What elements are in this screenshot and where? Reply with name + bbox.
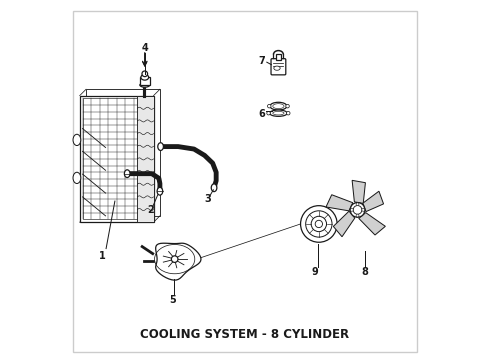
- Text: 3: 3: [205, 194, 212, 204]
- Text: 1: 1: [99, 251, 106, 261]
- Bar: [86, 89, 160, 216]
- Polygon shape: [359, 213, 385, 235]
- Circle shape: [353, 206, 362, 214]
- Bar: [80, 96, 153, 222]
- Bar: [140, 77, 150, 85]
- Ellipse shape: [273, 104, 284, 109]
- Ellipse shape: [73, 172, 81, 184]
- Circle shape: [350, 203, 365, 217]
- FancyBboxPatch shape: [271, 59, 286, 75]
- Circle shape: [142, 71, 147, 77]
- Circle shape: [356, 214, 359, 217]
- Circle shape: [350, 208, 353, 211]
- Circle shape: [315, 220, 322, 228]
- Ellipse shape: [274, 66, 280, 70]
- Polygon shape: [156, 243, 201, 280]
- Polygon shape: [352, 180, 366, 203]
- Ellipse shape: [124, 170, 130, 177]
- Text: 6: 6: [259, 109, 265, 119]
- Circle shape: [172, 256, 178, 262]
- Text: 2: 2: [147, 205, 154, 215]
- Text: 4: 4: [142, 43, 148, 53]
- Circle shape: [362, 208, 365, 211]
- Text: COOLING SYSTEM - 8 CYLINDER: COOLING SYSTEM - 8 CYLINDER: [141, 328, 349, 341]
- Ellipse shape: [270, 102, 287, 110]
- Ellipse shape: [273, 112, 284, 115]
- Ellipse shape: [267, 112, 270, 115]
- Ellipse shape: [157, 188, 163, 195]
- Ellipse shape: [268, 104, 271, 108]
- Polygon shape: [333, 211, 355, 237]
- Ellipse shape: [270, 110, 287, 116]
- Polygon shape: [326, 195, 353, 211]
- Ellipse shape: [287, 112, 290, 115]
- Circle shape: [311, 216, 326, 231]
- Text: 7: 7: [259, 56, 265, 66]
- Circle shape: [306, 211, 332, 237]
- Ellipse shape: [286, 104, 289, 108]
- Ellipse shape: [158, 143, 163, 150]
- Bar: [82, 98, 151, 219]
- Ellipse shape: [73, 134, 81, 145]
- Text: 8: 8: [361, 267, 368, 277]
- Circle shape: [356, 203, 359, 206]
- Polygon shape: [363, 191, 384, 212]
- Text: 5: 5: [170, 295, 176, 305]
- Ellipse shape: [140, 83, 150, 87]
- Ellipse shape: [211, 184, 217, 192]
- Bar: [137, 96, 153, 222]
- Ellipse shape: [141, 75, 148, 80]
- Text: 9: 9: [312, 267, 318, 277]
- Circle shape: [300, 206, 337, 242]
- Bar: [275, 54, 281, 60]
